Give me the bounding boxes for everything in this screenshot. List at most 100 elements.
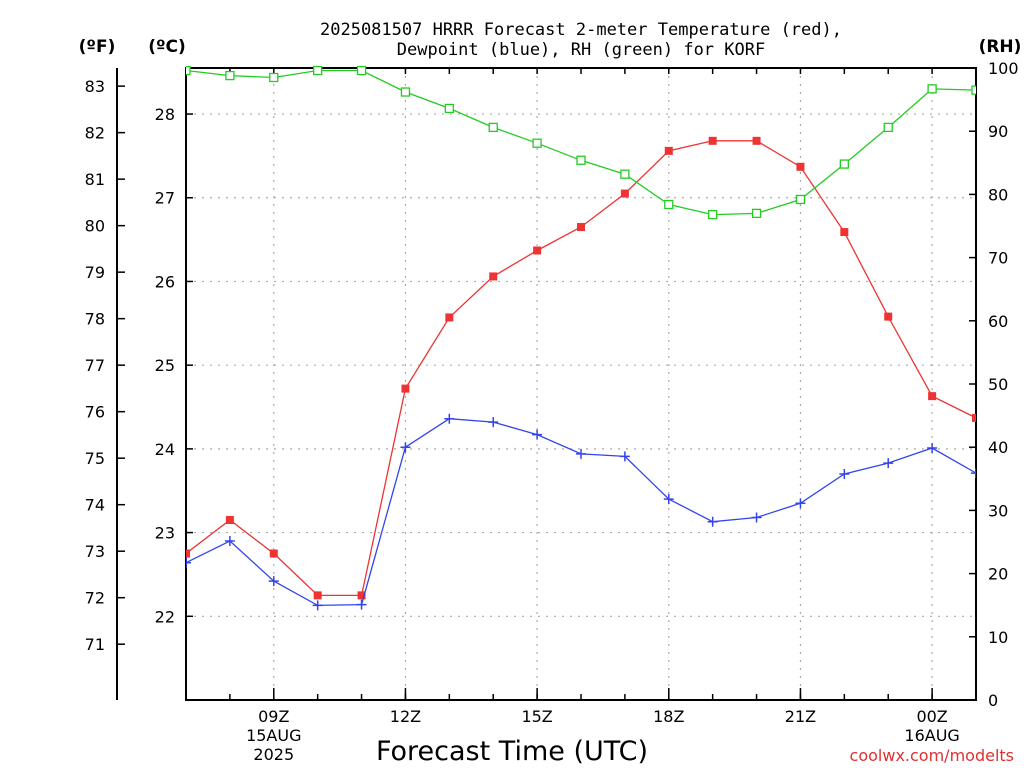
dewpoint-point (532, 429, 543, 440)
rh-tick-label: 80 (988, 185, 1008, 204)
time-tick-label: 00Z (916, 707, 947, 726)
dewpoint-line (186, 418, 976, 607)
time-tick-label: 15Z (521, 707, 552, 726)
dewpoint-point (312, 600, 323, 611)
fahrenheit-tick-label: 83 (85, 77, 105, 96)
temperature-point (401, 384, 410, 393)
rh-unit-label: (RH) (979, 37, 1022, 57)
fahrenheit-tick-label: 81 (85, 170, 105, 189)
temperature-point (186, 549, 190, 558)
relative-humidity-point (313, 65, 323, 76)
fahrenheit-tick-label: 73 (85, 542, 105, 561)
rh-tick-label: 50 (988, 375, 1008, 394)
fahrenheit-tick-label: 79 (85, 263, 105, 282)
temperature-point (313, 591, 322, 600)
relative-humidity-point (708, 209, 718, 220)
relative-humidity-point (356, 65, 367, 76)
relative-humidity-point (971, 85, 976, 95)
fahrenheit-tick-label: 74 (85, 496, 105, 515)
fahrenheit-tick-label: 77 (85, 356, 105, 375)
celsius-tick-label: 25 (155, 356, 175, 375)
dewpoint-point (488, 417, 499, 428)
celsius-tick-label: 22 (155, 607, 175, 626)
temperature-series (186, 136, 976, 600)
relative-humidity-point (795, 194, 806, 205)
rh-tick-label: 40 (988, 438, 1008, 457)
relative-humidity-point (532, 138, 542, 148)
time-tick-label: 21Z (785, 707, 816, 726)
rh-tick-label: 70 (988, 249, 1008, 268)
rh-tick-label: 100 (988, 59, 1019, 78)
dewpoint-point (224, 535, 235, 546)
fahrenheit-tick-label: 72 (85, 589, 105, 608)
dewpoint-point (444, 413, 455, 424)
rh-axis: 0 10 20 30 40 50 60 70 80 90 100 (969, 59, 1019, 710)
temperature-point (445, 313, 454, 322)
rh-tick-label: 10 (988, 628, 1008, 647)
fahrenheit-unit-label: (ºF) (79, 37, 116, 57)
fahrenheit-tick-label: 75 (85, 449, 105, 468)
dewpoint-point (356, 599, 367, 610)
dewpoint-point (268, 576, 279, 587)
celsius-unit-label: (ºC) (148, 37, 186, 57)
celsius-tick-label: 24 (155, 440, 175, 459)
dewpoint-point (795, 498, 806, 509)
fahrenheit-tick-label: 76 (85, 403, 105, 422)
temperature-point (884, 312, 893, 321)
grid-lines (186, 68, 976, 700)
relative-humidity-point (883, 122, 893, 133)
relative-humidity-point (927, 84, 937, 94)
dewpoint-point (883, 458, 894, 469)
rh-tick-label: 30 (988, 501, 1008, 520)
time-tick-label: 09Z (258, 707, 289, 726)
temperature-point (269, 549, 278, 558)
relative-humidity-point (620, 169, 630, 179)
dewpoint-point (576, 448, 586, 459)
dewpoint-point (619, 451, 630, 462)
dewpoint-point (707, 516, 718, 527)
time-tick-label: 12Z (390, 707, 421, 726)
temperature-point (708, 136, 717, 145)
rh-tick-label: 90 (988, 122, 1008, 141)
temperature-point (489, 272, 498, 281)
temperature-point (357, 591, 366, 600)
celsius-tick-label: 28 (155, 105, 175, 124)
series-layer (186, 65, 976, 611)
time-tick-label: 16AUG (904, 726, 959, 745)
relative-humidity-point (751, 208, 762, 219)
dewpoint-point (839, 468, 850, 479)
celsius-tick-label: 26 (155, 272, 175, 291)
relative-humidity-point (839, 159, 849, 169)
celsius-axis: 22 23 24 25 26 27 28 (155, 105, 193, 626)
chart-title-line-1: 2025081507 HRRR Forecast 2-meter Tempera… (320, 20, 842, 40)
fahrenheit-tick-label: 82 (85, 124, 105, 143)
temperature-point (577, 223, 585, 232)
temperature-point (620, 189, 629, 198)
celsius-tick-label: 27 (155, 189, 175, 208)
dewpoint-point (663, 494, 674, 505)
relative-humidity-point (269, 72, 279, 83)
fahrenheit-tick-label: 80 (85, 217, 105, 236)
relative-humidity-point (444, 103, 454, 114)
temperature-point (533, 246, 542, 255)
rh-tick-label: 60 (988, 312, 1008, 331)
dewpoint-series (186, 413, 976, 611)
dewpoint-point (927, 443, 938, 454)
fahrenheit-tick-label: 71 (85, 635, 105, 654)
dewpoint-point (751, 512, 762, 523)
relative-humidity-point (576, 155, 586, 165)
dewpoint-point (186, 557, 191, 568)
relative-humidity-point (186, 65, 191, 76)
temperature-point (752, 136, 761, 145)
fahrenheit-axis: 71 72 73 74 75 76 77 78 79 80 81 82 83 (85, 77, 125, 654)
temperature-point (225, 516, 234, 525)
relative-humidity-line (186, 69, 976, 216)
chart-title-line-2: Dewpoint (blue), RH (green) for KORF (397, 40, 765, 60)
temperature-line (186, 140, 976, 597)
celsius-tick-label: 23 (155, 524, 175, 543)
temperature-point (796, 162, 805, 171)
temperature-point (928, 392, 937, 401)
x-axis-title: Forecast Time (UTC) (376, 736, 648, 767)
